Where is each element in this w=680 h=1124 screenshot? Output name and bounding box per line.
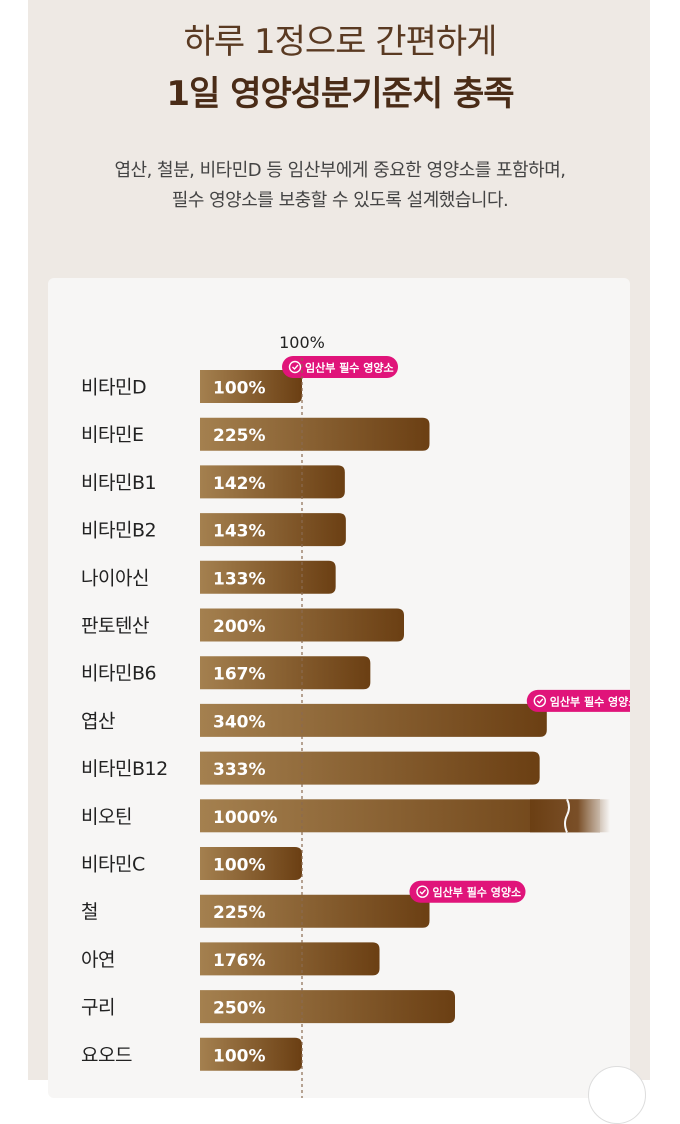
badge-label: 임산부 필수 영양소 — [305, 361, 394, 375]
category-label: 판토텐산 — [81, 615, 149, 637]
value-label: 333% — [213, 760, 266, 780]
bar — [200, 894, 430, 928]
value-label: 200% — [213, 617, 266, 637]
category-label: 비타민B1 — [81, 472, 156, 494]
category-label: 비타민E — [81, 424, 143, 446]
badge-label: 임산부 필수 영양소 — [550, 694, 630, 708]
essential-badge — [526, 689, 630, 712]
category-label: 나이아신 — [81, 567, 149, 589]
reference-label: 100% — [279, 333, 325, 352]
bar — [200, 847, 302, 880]
value-label: 142% — [213, 474, 266, 494]
bar — [200, 1037, 302, 1071]
bar — [200, 417, 430, 451]
value-label: 250% — [213, 999, 266, 1019]
essential-badge — [409, 880, 526, 903]
bar — [200, 942, 380, 976]
category-label: 비타민D — [81, 377, 146, 399]
value-label: 225% — [213, 903, 266, 923]
value-label: 143% — [213, 522, 266, 542]
value-label: 133% — [213, 569, 266, 589]
value-label: 100% — [213, 379, 266, 399]
bar — [200, 370, 302, 403]
badge-label: 임산부 필수 영양소 — [433, 885, 522, 899]
category-label: 비오틴 — [81, 806, 132, 828]
bar — [200, 703, 547, 737]
value-label: 176% — [213, 951, 266, 971]
value-label: 340% — [213, 712, 266, 732]
check-circle-icon — [533, 694, 546, 708]
title-line-1: 하루 1정으로 간편하게 — [183, 22, 498, 62]
title-line-2-wrap: 1일 영양성분기준치 충족 — [0, 66, 680, 115]
check-circle-icon — [288, 360, 302, 374]
category-label: 비타민B6 — [81, 663, 156, 685]
title-line-2-highlight: 1일 영양성분기준치 충족 — [154, 66, 526, 115]
description: 엽산, 철분, 비타민D 등 임산부에게 중요한 영양소를 포함하며, 필수 영… — [0, 156, 680, 216]
check-mark — [292, 364, 299, 371]
check-circle-icon — [416, 885, 429, 898]
axis-break-mark — [564, 798, 570, 833]
value-label: 1000% — [213, 808, 277, 828]
category-label: 비타민C — [81, 854, 145, 876]
description-line-1: 엽산, 철분, 비타민D 등 임산부에게 중요한 영양소를 포함하며, — [114, 160, 566, 181]
bar — [200, 990, 455, 1024]
category-label: 구리 — [81, 997, 115, 1019]
category-label: 엽산 — [81, 710, 115, 732]
category-label: 아연 — [81, 949, 115, 971]
check-mark — [419, 889, 427, 895]
bar-fade — [530, 799, 610, 833]
value-label: 100% — [213, 856, 266, 876]
check-mark — [536, 698, 544, 704]
bar — [200, 513, 346, 547]
bar — [200, 656, 371, 690]
essential-badge — [282, 356, 398, 378]
value-label: 225% — [213, 426, 266, 446]
bar — [200, 465, 345, 499]
value-label: 167% — [213, 665, 266, 685]
category-label: 비타민B12 — [81, 758, 168, 780]
value-label: 100% — [213, 1046, 266, 1066]
chart-card: 100% 비타민D 100% 임산부 필수 영양소 비타민E 225% 비타민B1 142% 비… — [48, 278, 630, 1098]
category-label: 요오드 — [81, 1044, 132, 1066]
category-label: 철 — [81, 901, 98, 923]
description-line-2: 필수 영양소를 보충할 수 있도록 설계했습니다. — [171, 190, 509, 211]
title-line-2: 1일 영양성분기준치 충족 — [166, 74, 514, 114]
scroll-top-button[interactable] — [588, 1066, 646, 1124]
category-label: 비타민B2 — [81, 520, 156, 542]
bar — [200, 751, 540, 785]
